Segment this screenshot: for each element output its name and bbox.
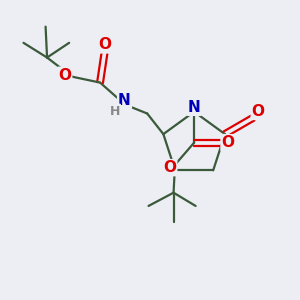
Text: O: O xyxy=(163,160,176,175)
Text: H: H xyxy=(110,105,120,118)
Text: N: N xyxy=(118,93,131,108)
Text: N: N xyxy=(188,100,200,115)
Text: O: O xyxy=(221,135,235,150)
Text: O: O xyxy=(99,38,112,52)
Text: O: O xyxy=(252,104,265,119)
Text: O: O xyxy=(58,68,71,83)
